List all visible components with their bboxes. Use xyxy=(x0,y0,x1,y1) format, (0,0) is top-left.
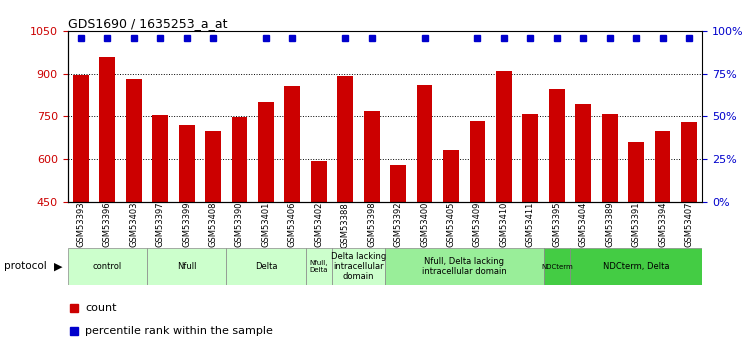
Text: GSM53395: GSM53395 xyxy=(552,202,561,247)
Text: control: control xyxy=(92,262,122,271)
Bar xyxy=(68,248,147,285)
Bar xyxy=(226,248,306,285)
Text: GSM53406: GSM53406 xyxy=(288,202,297,247)
Bar xyxy=(628,142,644,202)
Bar xyxy=(443,150,459,202)
Bar xyxy=(575,104,591,202)
Text: GSM53402: GSM53402 xyxy=(314,202,323,247)
Text: NDCterm: NDCterm xyxy=(541,264,572,269)
Bar xyxy=(99,57,115,202)
Bar xyxy=(285,86,300,202)
Text: GSM53392: GSM53392 xyxy=(394,202,403,247)
Text: GSM53390: GSM53390 xyxy=(235,202,244,247)
Bar xyxy=(391,165,406,202)
Bar xyxy=(231,117,247,202)
Bar xyxy=(570,248,702,285)
Bar xyxy=(311,160,327,202)
Text: GSM53411: GSM53411 xyxy=(526,202,535,247)
Bar xyxy=(496,71,512,202)
Text: GSM53405: GSM53405 xyxy=(447,202,456,247)
Bar xyxy=(385,248,544,285)
Bar xyxy=(337,76,353,202)
Bar xyxy=(125,79,142,202)
Bar xyxy=(205,131,221,202)
Bar xyxy=(549,89,565,202)
Text: GSM53393: GSM53393 xyxy=(77,202,86,247)
Text: GSM53404: GSM53404 xyxy=(579,202,588,247)
Text: GDS1690 / 1635253_a_at: GDS1690 / 1635253_a_at xyxy=(68,17,227,30)
Bar xyxy=(544,248,570,285)
Text: GSM53394: GSM53394 xyxy=(658,202,667,247)
Bar xyxy=(655,131,671,202)
Text: GSM53400: GSM53400 xyxy=(420,202,429,247)
Text: GSM53397: GSM53397 xyxy=(155,202,164,247)
Text: count: count xyxy=(86,303,116,313)
Text: GSM53396: GSM53396 xyxy=(103,202,112,247)
Bar xyxy=(147,248,226,285)
Bar xyxy=(523,114,538,202)
Text: GSM53398: GSM53398 xyxy=(367,202,376,247)
Text: Delta: Delta xyxy=(255,262,277,271)
Bar xyxy=(306,248,332,285)
Bar xyxy=(681,122,697,202)
Text: NDCterm, Delta: NDCterm, Delta xyxy=(603,262,669,271)
Text: Nfull,
Delta: Nfull, Delta xyxy=(309,260,328,273)
Bar xyxy=(469,121,485,202)
Text: GSM53401: GSM53401 xyxy=(261,202,270,247)
Text: Delta lacking
intracellular
domain: Delta lacking intracellular domain xyxy=(331,252,386,282)
Text: Nfull, Delta lacking
intracellular domain: Nfull, Delta lacking intracellular domai… xyxy=(422,257,507,276)
Text: GSM53407: GSM53407 xyxy=(684,202,693,247)
Text: percentile rank within the sample: percentile rank within the sample xyxy=(86,326,273,336)
Bar xyxy=(363,111,379,202)
Bar xyxy=(258,102,274,202)
Text: GSM53389: GSM53389 xyxy=(605,202,614,247)
Bar xyxy=(417,85,433,202)
Text: Nfull: Nfull xyxy=(176,262,196,271)
Text: GSM53399: GSM53399 xyxy=(182,202,191,247)
Bar xyxy=(179,125,195,202)
Text: GSM53403: GSM53403 xyxy=(129,202,138,247)
Text: GSM53408: GSM53408 xyxy=(209,202,218,247)
Bar xyxy=(73,75,89,202)
Text: GSM53391: GSM53391 xyxy=(632,202,641,247)
Text: protocol: protocol xyxy=(4,262,47,271)
Text: GSM53409: GSM53409 xyxy=(473,202,482,247)
Text: ▶: ▶ xyxy=(54,262,62,271)
Text: GSM53388: GSM53388 xyxy=(341,202,350,248)
Text: GSM53410: GSM53410 xyxy=(499,202,508,247)
Bar xyxy=(152,115,168,202)
Bar xyxy=(332,248,385,285)
Bar xyxy=(602,114,617,202)
